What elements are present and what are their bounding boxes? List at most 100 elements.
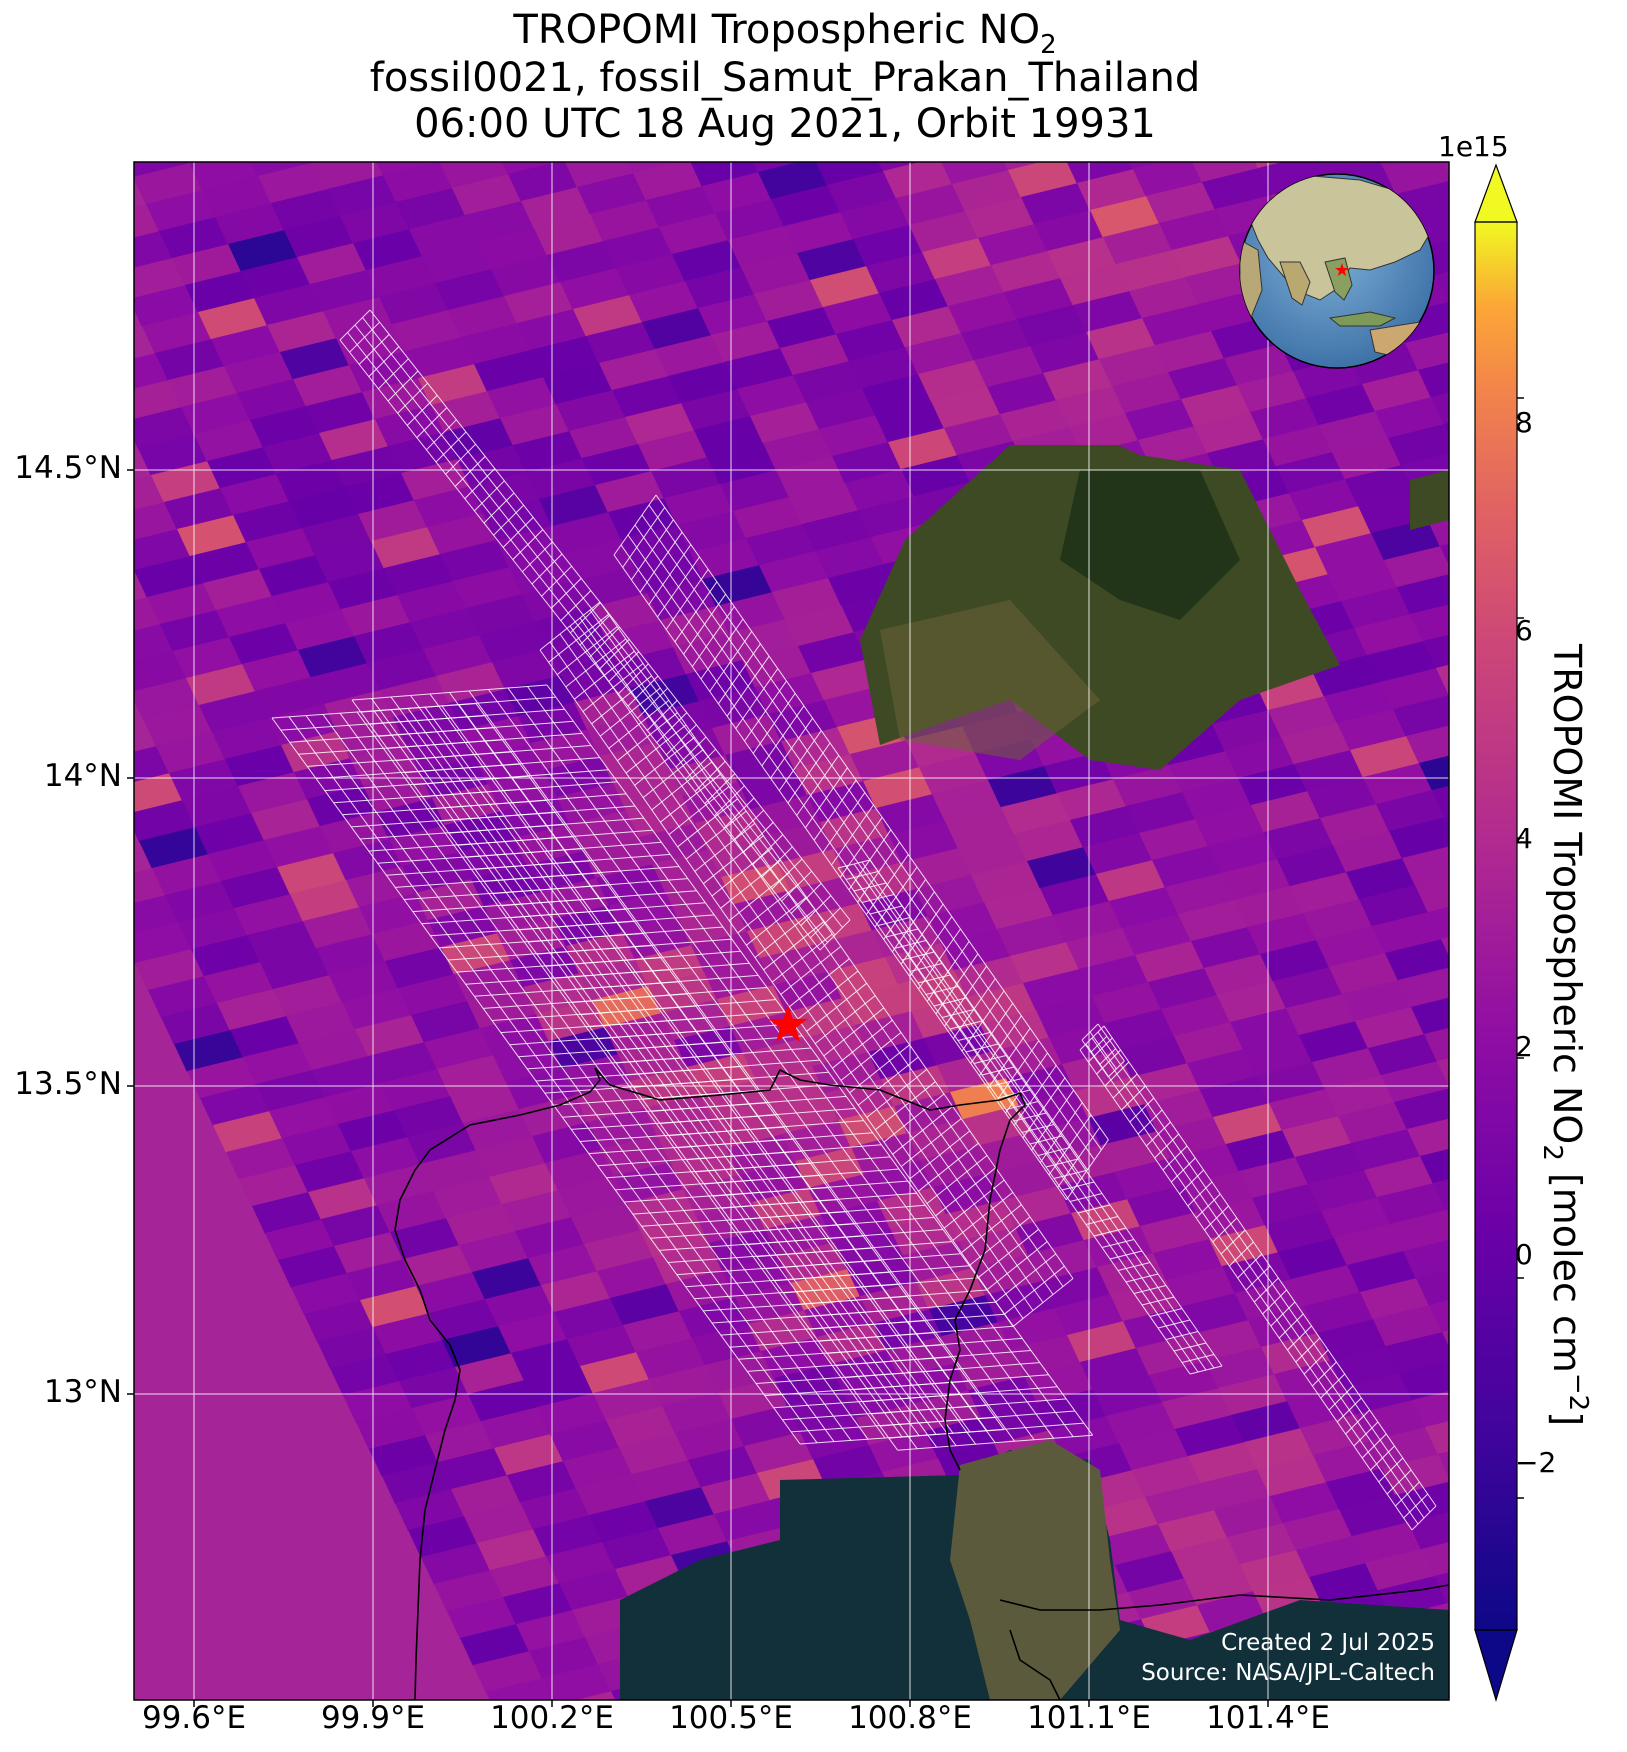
- mesh-line: [1312, 1361, 1337, 1387]
- mesh-line: [957, 1032, 991, 1041]
- no2-pixel: [134, 380, 182, 420]
- no2-pixel: [134, 475, 165, 511]
- mesh-line: [426, 419, 457, 451]
- mesh-line: [624, 1059, 820, 1076]
- no2-pixel: [1423, 634, 1449, 669]
- mesh-line: [733, 809, 764, 841]
- no2-pixel: [1444, 422, 1449, 435]
- credit-source: Source: NASA/JPL-Caltech: [1141, 1660, 1435, 1686]
- mesh-line: [549, 641, 1024, 1319]
- mesh-line: [814, 995, 876, 1044]
- mesh-line: [431, 793, 627, 810]
- mesh-line: [483, 866, 680, 882]
- mesh-line: [435, 431, 467, 463]
- mesh-line: [563, 974, 759, 991]
- lon-tick-label: 99.9°E: [320, 1700, 426, 1736]
- no2-pixel: [134, 502, 178, 541]
- lat-tick-label: 13°N: [43, 1374, 122, 1410]
- mesh-line: [717, 643, 761, 705]
- no2-pixel: [189, 162, 259, 191]
- mesh-line: [502, 517, 534, 548]
- mesh-line: [818, 1325, 1014, 1342]
- no2-pixel: [1403, 1239, 1449, 1279]
- mesh-line: [510, 902, 706, 919]
- mesh-line: [778, 730, 822, 791]
- mesh-line: [909, 1130, 971, 1180]
- mesh-line: [1220, 1229, 1246, 1255]
- mesh-line: [774, 1265, 970, 1282]
- mesh-line: [691, 606, 735, 667]
- mesh-line: [668, 786, 730, 835]
- no2-pixel: [1384, 546, 1449, 588]
- mesh-line: [1125, 1273, 1159, 1283]
- mesh-line: [351, 684, 548, 701]
- mesh-line: [493, 504, 524, 536]
- mesh-line: [1149, 1308, 1183, 1317]
- mesh-line: [1287, 1325, 1312, 1351]
- mesh-line: [1395, 1481, 1420, 1507]
- mesh-line: [457, 829, 653, 846]
- mesh-line: [1173, 1342, 1207, 1352]
- mesh-line: [657, 556, 700, 618]
- mesh-line: [909, 963, 943, 972]
- mesh-line: [926, 941, 970, 1002]
- no2-pixel: [815, 162, 884, 186]
- mesh-line: [944, 965, 988, 1027]
- mesh-line: [1165, 1331, 1199, 1340]
- mesh-line: [866, 1069, 928, 1118]
- mesh-line: [599, 601, 1074, 1279]
- no2-pixel: [1442, 1330, 1449, 1348]
- mesh-line: [730, 1204, 926, 1221]
- mesh-line: [1295, 1337, 1321, 1363]
- lat-tick-label: 14°N: [43, 758, 122, 794]
- mesh-line: [695, 1156, 891, 1173]
- satellite-land-south: [620, 1440, 1449, 1700]
- no2-pixel: [134, 895, 179, 935]
- mesh-line: [1353, 1421, 1379, 1447]
- no2-pixel: [1434, 1572, 1449, 1604]
- mesh-line: [1195, 1193, 1221, 1219]
- no2-pixel: [1425, 1421, 1449, 1455]
- no2-pixel: [1416, 1269, 1449, 1306]
- mesh-line: [1101, 1239, 1135, 1248]
- mesh-line: [1039, 1102, 1083, 1163]
- mesh-line: [1328, 1385, 1354, 1411]
- no2-pixel: [134, 868, 166, 904]
- mesh-line: [771, 933, 833, 983]
- mesh-line: [397, 382, 428, 414]
- mesh-line: [668, 1120, 864, 1137]
- mesh-line: [1045, 1158, 1079, 1168]
- mesh-line: [1021, 1124, 1055, 1133]
- mesh-line: [723, 797, 755, 829]
- mesh-line: [454, 456, 486, 487]
- mesh-line: [780, 946, 842, 995]
- mesh-line: [917, 974, 951, 984]
- mesh-line: [926, 1155, 988, 1204]
- no2-pixel: [1192, 162, 1259, 183]
- mesh-line: [475, 853, 671, 870]
- no2-pixel: [486, 1678, 554, 1700]
- mesh-line: [883, 1093, 945, 1143]
- no2-pixel: [1406, 725, 1449, 764]
- mesh-line: [853, 882, 887, 892]
- mesh-line: [685, 810, 747, 860]
- mesh-line: [819, 919, 851, 951]
- mesh-line: [1081, 1039, 1109, 1078]
- mesh-line: [1013, 1065, 1057, 1126]
- mesh-line: [987, 1027, 1031, 1089]
- mesh-line: [483, 492, 515, 524]
- mesh-line: [721, 1192, 917, 1209]
- mesh-line: [1065, 1139, 1109, 1201]
- mesh-line: [822, 792, 866, 853]
- mesh-line: [378, 720, 574, 737]
- lon-tick-label: 101.1°E: [1027, 1700, 1151, 1736]
- mesh-line: [790, 883, 822, 914]
- mesh-line: [1109, 1250, 1143, 1260]
- mesh-line: [1057, 1127, 1101, 1188]
- no2-pixel: [542, 1664, 612, 1700]
- mesh-line: [598, 639, 630, 670]
- no2-pixel: [1419, 755, 1449, 791]
- mesh-line: [703, 1168, 900, 1185]
- lon-tick-label: 100.5°E: [669, 1700, 793, 1736]
- mesh-line: [1093, 1227, 1127, 1237]
